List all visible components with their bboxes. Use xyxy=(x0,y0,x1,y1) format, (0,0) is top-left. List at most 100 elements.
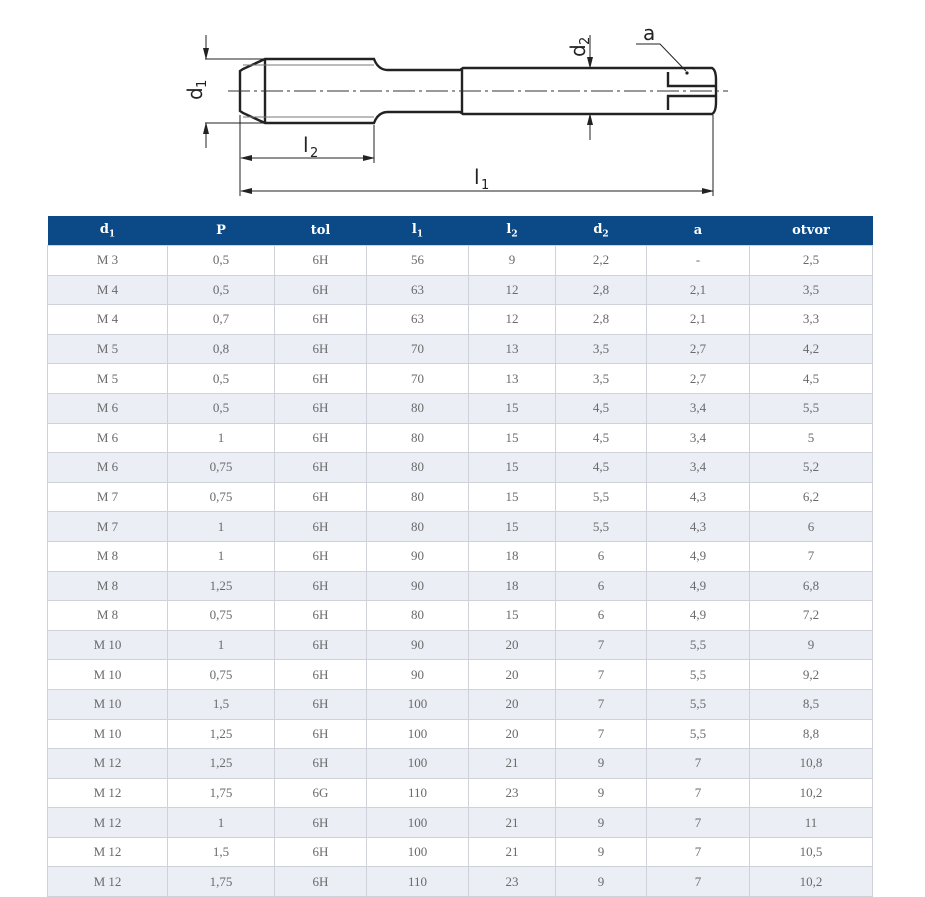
table-row: M 12 1 6H 100 21 9 7 11 xyxy=(47,807,873,838)
svg-text:2: 2 xyxy=(310,146,318,161)
cell-p: 1,75 xyxy=(167,866,275,897)
cell-p: 1,5 xyxy=(167,836,275,868)
cell-d1: M 8 xyxy=(47,570,168,602)
column-header-d2[interactable]: d2 xyxy=(555,216,647,246)
cell-p: 0,5 xyxy=(167,392,275,424)
cell-l2: 23 xyxy=(468,777,556,809)
cell-d1: M 8 xyxy=(47,600,168,631)
svg-text:2: 2 xyxy=(578,37,593,45)
cell-l1: 100 xyxy=(366,807,469,838)
cell-d2: 6 xyxy=(555,600,647,631)
cell-a: 4,3 xyxy=(646,511,750,542)
cell-otvor: 11 xyxy=(749,807,873,838)
cell-otvor: 10,2 xyxy=(749,777,873,809)
cell-d1: M 10 xyxy=(47,718,168,750)
label-l1: l 1 xyxy=(474,165,489,193)
cell-d2: 9 xyxy=(555,836,647,868)
cell-a: - xyxy=(646,245,750,276)
cell-d2: 4,5 xyxy=(555,392,647,424)
cell-l2: 20 xyxy=(468,629,556,661)
cell-p: 1,25 xyxy=(167,748,275,779)
cell-d1: M 12 xyxy=(47,866,168,897)
cell-p: 1 xyxy=(167,629,275,661)
cell-d1: M 3 xyxy=(47,245,168,276)
column-header-tol[interactable]: tol xyxy=(274,216,367,246)
cell-otvor: 4,2 xyxy=(749,333,873,365)
cell-tol: 6H xyxy=(274,245,367,276)
cell-tol: 6H xyxy=(274,274,367,306)
cell-otvor: 5 xyxy=(749,422,873,454)
cell-l1: 110 xyxy=(366,777,469,809)
cell-d2: 4,5 xyxy=(555,452,647,483)
cell-tol: 6H xyxy=(274,304,367,335)
tap-technical-drawing: d 1 d 2 l 2 l 1 a xyxy=(183,21,728,196)
column-header-d1[interactable]: d1 xyxy=(47,216,168,246)
cell-a: 3,4 xyxy=(646,392,750,424)
cell-tol: 6H xyxy=(274,629,367,661)
table-row: M 3 0,5 6H 56 9 2,2-2,5 xyxy=(47,245,873,276)
cell-a: 2,1 xyxy=(646,304,750,335)
label-d2: d 2 xyxy=(566,37,593,57)
cell-otvor: 7 xyxy=(749,540,873,572)
cell-l1: 90 xyxy=(366,570,469,602)
cell-p: 0,5 xyxy=(167,274,275,306)
cell-d1: M 5 xyxy=(47,363,168,394)
column-header-l2[interactable]: l2 xyxy=(468,216,556,246)
cell-tol: 6H xyxy=(274,570,367,602)
label-a: a xyxy=(643,21,655,45)
column-header-p[interactable]: P xyxy=(167,216,275,246)
cell-a: 7 xyxy=(646,807,750,838)
cell-p: 0,7 xyxy=(167,304,275,335)
svg-text:1: 1 xyxy=(195,80,210,88)
cell-l1: 100 xyxy=(366,748,469,779)
cell-d2: 3,5 xyxy=(555,363,647,394)
cell-p: 1,25 xyxy=(167,718,275,750)
column-header-label: tol xyxy=(310,223,331,238)
cell-d2: 2,8 xyxy=(555,304,647,335)
cell-a: 4,9 xyxy=(646,600,750,631)
cell-a: 7 xyxy=(646,836,750,868)
cell-otvor: 5,5 xyxy=(749,392,873,424)
column-header-subscript: 2 xyxy=(602,229,609,240)
table-row: M 6 0,5 6H 80 15 4,5 3,4 5,5 xyxy=(47,392,873,424)
cell-p: 1 xyxy=(167,422,275,454)
cell-l2: 15 xyxy=(468,422,556,454)
cell-otvor: 10,5 xyxy=(749,836,873,868)
cell-otvor: 4,5 xyxy=(749,363,873,394)
cell-a: 7 xyxy=(646,748,750,779)
cell-d1: M 12 xyxy=(47,777,168,809)
table-row: M 8 1 6H 90 18 6 4,9 7 xyxy=(47,540,873,572)
cell-l2: 23 xyxy=(468,866,556,897)
column-header-otvor[interactable]: otvor xyxy=(749,216,873,246)
table-row: M 4 0,7 6H 63 12 2,8 2,1 3,3 xyxy=(47,304,873,335)
column-header-l1[interactable]: l1 xyxy=(366,216,469,246)
cell-a: 2,1 xyxy=(646,274,750,306)
column-header-a[interactable]: a xyxy=(646,216,750,246)
cell-l1: 70 xyxy=(366,363,469,394)
cell-a: 4,9 xyxy=(646,540,750,572)
cell-otvor: 6,8 xyxy=(749,570,873,602)
column-header-label: otvor xyxy=(792,223,830,238)
cell-p: 0,5 xyxy=(167,363,275,394)
cell-d1: M 4 xyxy=(47,304,168,335)
cell-p: 1,5 xyxy=(167,688,275,720)
table-row: M 8 0,75 6H 80 15 6 4,9 7,2 xyxy=(47,600,873,631)
table-row: M 4 0,5 6H 63 12 2,8 2,1 3,5 xyxy=(47,274,873,306)
cell-d1: M 12 xyxy=(47,807,168,838)
cell-p: 0,75 xyxy=(167,481,275,513)
cell-l2: 13 xyxy=(468,333,556,365)
cell-otvor: 9 xyxy=(749,629,873,661)
cell-d2: 6 xyxy=(555,540,647,572)
cell-tol: 6H xyxy=(274,836,367,868)
cell-tol: 6H xyxy=(274,748,367,779)
table-row: M 6 1 6H 80 15 4,5 3,4 5 xyxy=(47,422,873,454)
a-point xyxy=(685,71,689,75)
cell-d1: M 6 xyxy=(47,392,168,424)
cell-d2: 7 xyxy=(555,688,647,720)
cell-tol: 6H xyxy=(274,481,367,513)
cell-l1: 90 xyxy=(366,540,469,572)
cell-l2: 18 xyxy=(468,540,556,572)
cell-otvor: 6,2 xyxy=(749,481,873,513)
cell-d1: M 6 xyxy=(47,422,168,454)
